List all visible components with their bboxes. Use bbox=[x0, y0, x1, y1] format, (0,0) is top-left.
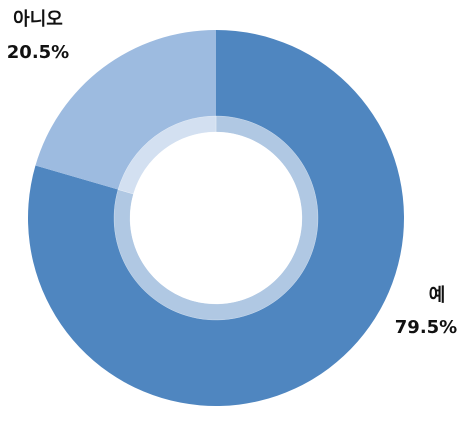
donut-slice bbox=[35, 30, 217, 190]
value-label: 20.5% bbox=[7, 42, 69, 63]
donut-slice bbox=[28, 30, 405, 406]
value-label: 79.5% bbox=[395, 317, 457, 338]
slice-label: 예 bbox=[429, 285, 446, 306]
slice-label: 아니오 bbox=[13, 9, 63, 30]
donut-hole bbox=[130, 132, 302, 304]
